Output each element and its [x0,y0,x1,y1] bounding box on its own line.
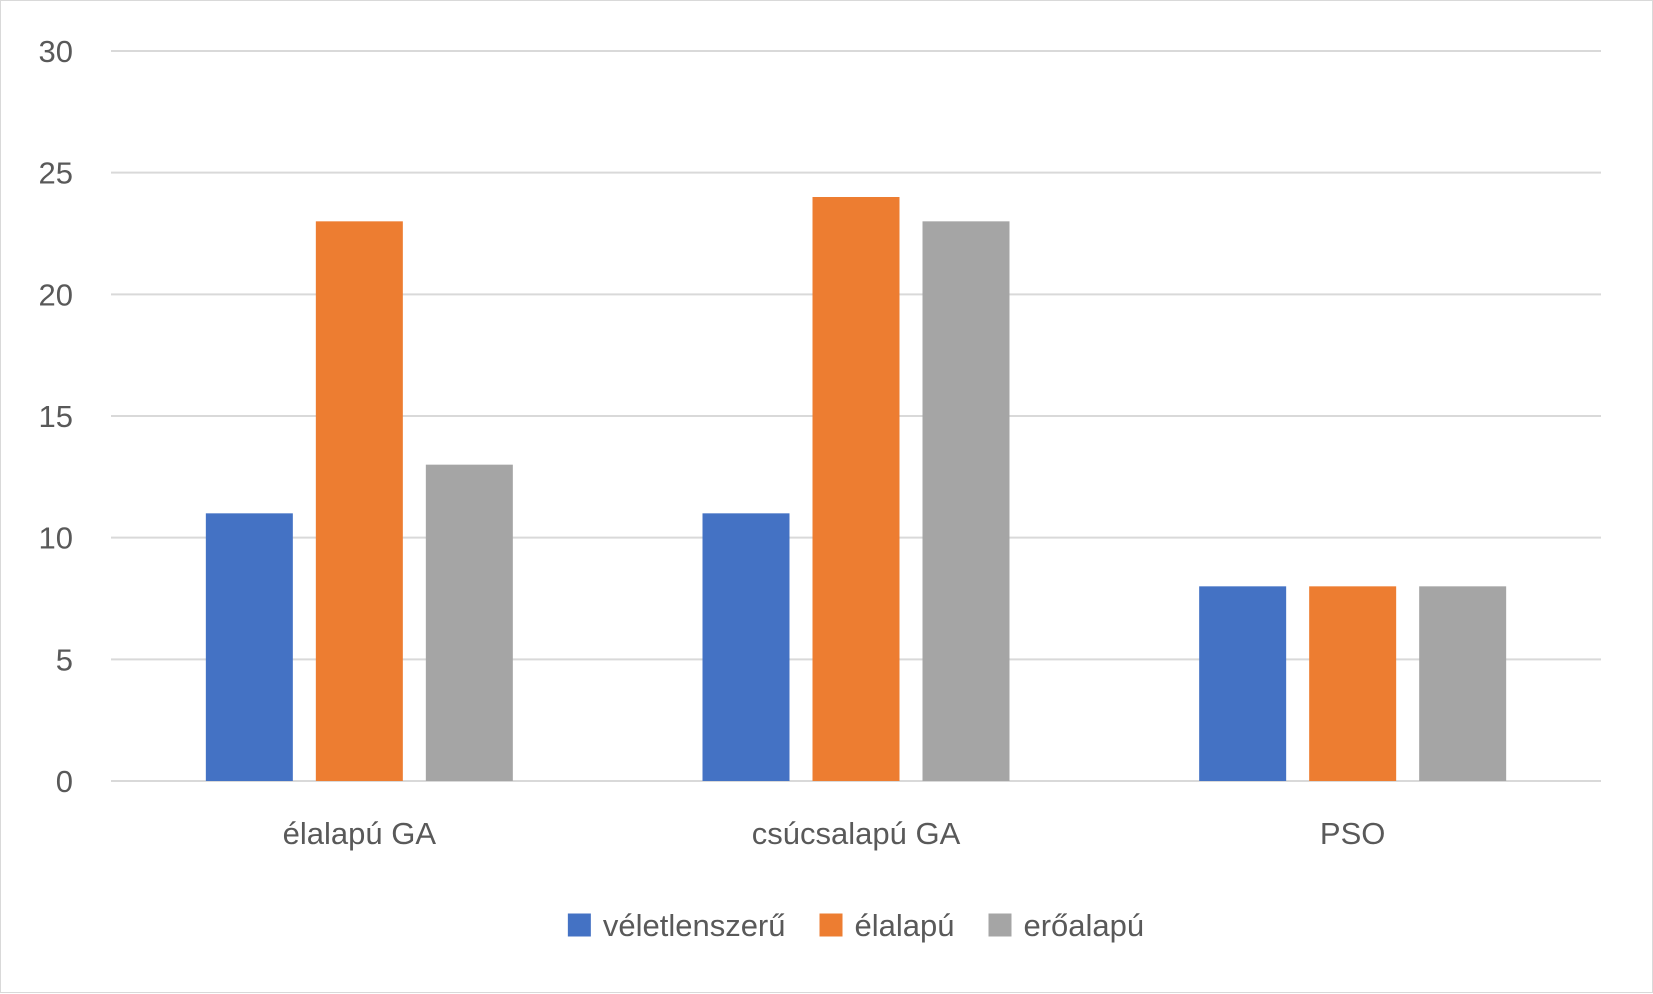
y-tick-label: 30 [39,34,73,69]
bar-1-series-1 [205,513,293,781]
legend-item-1: véletlenszerű [567,908,786,943]
bar-3-series-2 [1309,586,1397,781]
legend-item-3: erőalapú [988,908,1144,943]
bar-2-series-2 [812,197,900,781]
bar-1-series-3 [425,464,513,781]
y-tick-label: 10 [39,521,73,556]
legend-swatch [819,913,843,937]
bar-2-series-3 [922,221,1010,782]
y-tick-label: 5 [56,642,73,677]
bar-3-series-3 [1419,586,1507,781]
x-category-label: csúcsalapú GA [752,816,961,851]
bar-3-series-1 [1199,586,1287,781]
legend-swatch [567,913,591,937]
legend-swatch [988,913,1012,937]
bars [205,197,1507,782]
y-tick-label: 15 [39,399,73,434]
legend-item-2: élalapú [819,908,955,943]
y-axis-tick-labels: 0 5 10 15 20 25 30 [39,34,73,799]
legend-label: élalapú [855,908,955,943]
y-tick-label: 0 [56,764,73,799]
x-axis-category-labels: élalapú GA csúcsalapú GA PSO [283,816,1386,851]
bar-1-series-2 [315,221,403,782]
legend-label: véletlenszerű [603,908,786,943]
y-tick-label: 20 [39,277,73,312]
y-tick-label: 25 [39,156,73,191]
legend-label: erőalapú [1023,908,1144,943]
x-category-label: élalapú GA [283,816,437,851]
x-category-label: PSO [1320,816,1385,851]
legend: véletlenszerű élalapú erőalapú [567,908,1144,943]
bar-2-series-1 [702,513,790,781]
